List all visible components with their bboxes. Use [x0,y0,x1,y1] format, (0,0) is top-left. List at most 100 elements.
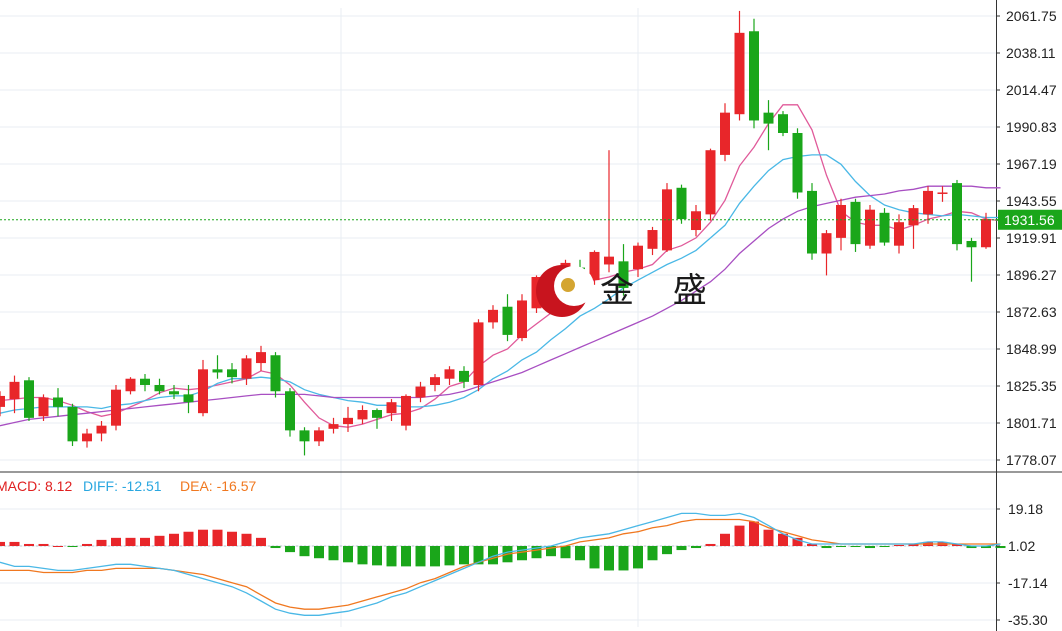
macd-bar [792,537,803,546]
candle [401,394,411,431]
candle [372,408,382,429]
candle [836,198,846,251]
macd-bar [705,543,716,546]
candle [386,399,397,421]
price-tick-label: 1990.83 [1006,119,1057,135]
candle-body [386,402,397,414]
candle-body [676,187,687,220]
macd-bar [894,544,904,546]
candle-body [749,31,759,121]
candle [111,384,121,431]
macd-bar [473,546,484,565]
moving-average-lines [0,104,1001,428]
macd-bar [140,537,150,546]
price-tick-label: 2014.47 [1006,82,1057,98]
candle-body [937,192,948,194]
candle-body [154,384,165,392]
candle [705,148,716,221]
current-price-marker: 1931.56 [0,209,1062,230]
candle-body [9,381,20,400]
macd-bar [749,521,759,546]
candle [633,242,643,277]
candle [749,18,759,129]
candle-body [38,397,49,417]
macd-bar [343,546,353,563]
macd-bar [459,546,469,565]
candle-body [357,410,368,420]
macd-bar [241,533,252,546]
macd-bar [720,533,730,546]
candle [169,384,179,400]
price-tick-label: 1801.71 [1006,415,1057,431]
macd-bar [879,546,890,548]
price-tick-label: 1967.19 [1006,156,1057,172]
candle [0,391,5,417]
candle [140,374,150,392]
current-price-badge [998,209,1062,230]
candle [328,417,339,434]
macd-bar [53,546,63,547]
candle-body [24,380,34,418]
candle [502,294,513,342]
candle [270,352,281,398]
candle [285,388,295,437]
candle-body [53,397,63,407]
candle-body [401,395,411,426]
candle [198,359,208,417]
candle-body [778,114,788,133]
candle [241,355,252,385]
macd-bar [357,546,368,565]
candle-body [923,190,933,215]
candle [792,128,803,199]
logo-text: 金 盛 [600,271,721,311]
candle [154,378,165,395]
candle [691,204,701,237]
candle-body [662,189,672,251]
candle [821,230,832,276]
candle-body [705,150,716,215]
current-price-label: 1931.56 [1004,212,1055,228]
candle [662,183,672,252]
candle-body [140,378,150,385]
candle-body [807,190,817,254]
macd-bar [589,546,600,569]
candle [38,394,49,421]
macd-legend-diff: DIFF: -12.51 [83,478,162,494]
macd-bar [96,539,107,546]
ma-line-1 [0,104,1001,428]
dea-line [0,518,1001,610]
macd-bar [67,546,78,548]
macd-bar [38,543,49,546]
candle-body [183,394,194,403]
candle [807,183,817,260]
candle-body [952,183,962,245]
macd-bar [546,546,556,557]
candle [604,150,614,273]
macd-bar [850,546,861,548]
candle-body [604,256,614,265]
macd-tick-label: 1.02 [1008,538,1035,554]
macd-bar [778,533,788,546]
candle-body [67,406,78,442]
price-tick-label: 1825.35 [1006,378,1057,394]
macd-tick-label: -35.30 [1008,612,1048,628]
candle-body [865,209,875,246]
candle [343,406,353,432]
macd-bar [227,531,237,546]
logo-emblem-dot [561,278,575,292]
macd-bar [908,543,919,546]
candle-body [328,424,339,429]
candle [212,355,223,379]
candle [865,204,875,249]
candle-body [763,112,774,124]
candle-body [314,430,324,442]
candle-body [473,322,484,385]
candle-body [285,391,295,431]
candle [879,208,890,246]
candle [763,100,774,151]
candle [183,384,194,414]
macd-bar [24,543,34,546]
candle-body [415,386,426,398]
macd-legend-macd: MACD: 8.12 [0,478,72,494]
